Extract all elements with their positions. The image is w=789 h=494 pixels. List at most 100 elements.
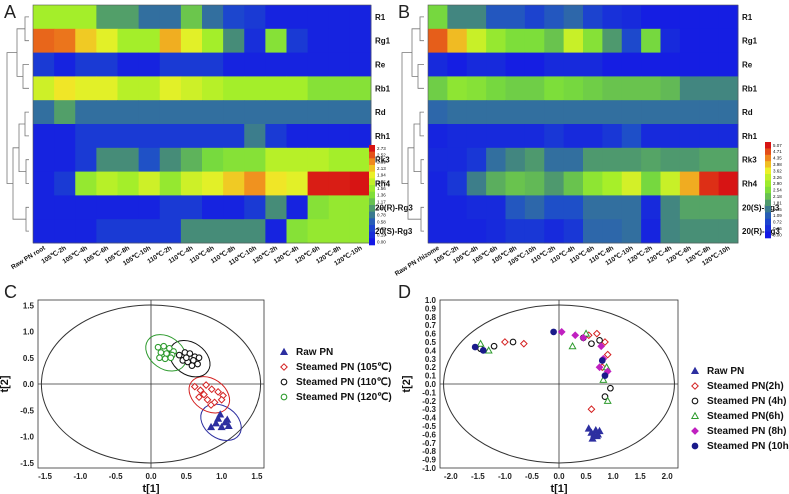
data-point bbox=[568, 341, 577, 350]
data-point bbox=[588, 340, 595, 348]
data-point bbox=[603, 396, 612, 404]
data-point bbox=[216, 410, 225, 418]
data-point bbox=[206, 422, 216, 431]
heatmap-cell bbox=[699, 195, 720, 220]
heatmap-cell bbox=[486, 5, 506, 30]
dendrogram-branch bbox=[419, 111, 424, 137]
heatmap-cell bbox=[466, 171, 487, 196]
heatmap-cell bbox=[265, 52, 287, 77]
colorbar-tick: 0.00 bbox=[773, 232, 782, 237]
heatmap-cell bbox=[718, 147, 739, 172]
heatmap-cell bbox=[328, 76, 351, 101]
colorbar-swatch bbox=[369, 218, 375, 226]
row-label: Re bbox=[742, 61, 753, 70]
colorbar-swatch bbox=[765, 193, 771, 200]
heatmap-cell bbox=[180, 52, 203, 77]
data-point bbox=[223, 415, 232, 423]
data-point bbox=[557, 328, 566, 336]
heatmap-cell bbox=[75, 5, 97, 30]
legend-label: Raw PN bbox=[296, 347, 333, 358]
heatmap-cell bbox=[660, 76, 681, 101]
heatmap-cell bbox=[718, 124, 739, 149]
heatmap-cell bbox=[244, 76, 266, 101]
heatmap-cell bbox=[33, 52, 55, 77]
colorbar-tick: 1.17 bbox=[377, 199, 386, 204]
dendrogram-branch bbox=[420, 159, 424, 184]
dendrogram-branch bbox=[419, 16, 424, 42]
y-tick-label: -0.9 bbox=[422, 456, 436, 465]
y-axis-label: t[2] bbox=[401, 375, 413, 392]
heatmap-cell bbox=[159, 195, 182, 220]
data-point bbox=[581, 329, 591, 337]
data-point bbox=[592, 329, 601, 338]
heatmap-cell bbox=[75, 28, 97, 53]
heatmap-cell bbox=[75, 124, 97, 149]
colorbar-swatch bbox=[369, 211, 375, 219]
heatmap-cell bbox=[33, 171, 55, 196]
heatmap-cell bbox=[699, 52, 720, 77]
y-tick-label: -0.8 bbox=[422, 447, 436, 456]
heatmap-cell bbox=[244, 100, 266, 125]
data-point bbox=[584, 424, 593, 432]
heatmap-cell bbox=[223, 195, 245, 220]
heatmap-cell bbox=[54, 124, 76, 149]
dendrogram-branch bbox=[420, 206, 424, 232]
heatmap-cell bbox=[505, 100, 526, 125]
heatmap-cell bbox=[447, 5, 468, 30]
colorbar-swatch bbox=[765, 180, 771, 188]
heatmap-cell bbox=[349, 52, 372, 77]
data-point bbox=[167, 354, 175, 362]
heatmap-cell bbox=[718, 171, 739, 196]
heatmap-cell bbox=[641, 171, 661, 196]
data-point bbox=[595, 363, 604, 372]
heatmap-cell bbox=[583, 76, 603, 101]
x-tick-label: -1.0 bbox=[498, 472, 512, 481]
colorbar-tick: 0.00 bbox=[377, 239, 386, 244]
colorbar: 2.73 2.522.33 2.13 1.941.75 1.56 1.361.17 0.97… bbox=[369, 145, 386, 246]
heatmap-cell bbox=[54, 76, 76, 101]
heatmap-cell bbox=[349, 28, 372, 53]
y-tick-label: 0.5 bbox=[425, 338, 437, 347]
heatmap-cell bbox=[265, 28, 287, 53]
heatmap-cell bbox=[75, 195, 97, 220]
heatmap-cell bbox=[54, 171, 76, 196]
heatmap-cell bbox=[54, 5, 76, 30]
heatmap-cell bbox=[307, 171, 330, 196]
heatmap-cell bbox=[486, 76, 506, 101]
colorbar-tick: 5.07 bbox=[773, 143, 782, 148]
heatmap-cell bbox=[660, 219, 681, 244]
legend-label: Steamed PN (4h) bbox=[707, 396, 786, 407]
heatmap-cell bbox=[602, 76, 623, 101]
heatmap-cell bbox=[583, 28, 603, 53]
heatmap-cell bbox=[328, 28, 351, 53]
x-tick-label: 1.0 bbox=[216, 472, 228, 481]
heatmap-cell bbox=[202, 147, 224, 172]
heatmap-cell bbox=[621, 171, 642, 196]
colorbar-swatch bbox=[369, 158, 375, 166]
heatmap-cell bbox=[180, 28, 203, 53]
heatmap-cell bbox=[583, 124, 603, 149]
heatmap-cell bbox=[718, 76, 739, 101]
heatmap-cell bbox=[54, 147, 76, 172]
dendrogram-branch bbox=[16, 28, 25, 77]
heatmap-cell bbox=[699, 147, 720, 172]
heatmap-cell bbox=[180, 219, 203, 244]
heatmap-cell bbox=[486, 147, 506, 172]
heatmap-cell bbox=[138, 219, 161, 244]
data-point bbox=[196, 386, 205, 395]
x-axis-label: t[1] bbox=[550, 483, 567, 494]
heatmap-cell bbox=[349, 171, 372, 196]
heatmap-cell bbox=[96, 219, 118, 244]
heatmap-cell bbox=[138, 5, 161, 30]
colorbar-swatch bbox=[369, 171, 375, 179]
heatmap-cell bbox=[223, 5, 245, 30]
colorbar-tick: 2.52 bbox=[377, 153, 386, 158]
heatmap-cell bbox=[117, 219, 140, 244]
heatmap-cell bbox=[660, 28, 681, 53]
heatmap-cell bbox=[265, 219, 287, 244]
data-point bbox=[188, 362, 196, 369]
heatmap-cell bbox=[679, 100, 700, 125]
data-point bbox=[691, 442, 699, 450]
data-point bbox=[601, 372, 609, 379]
heatmap-cell bbox=[428, 195, 448, 220]
